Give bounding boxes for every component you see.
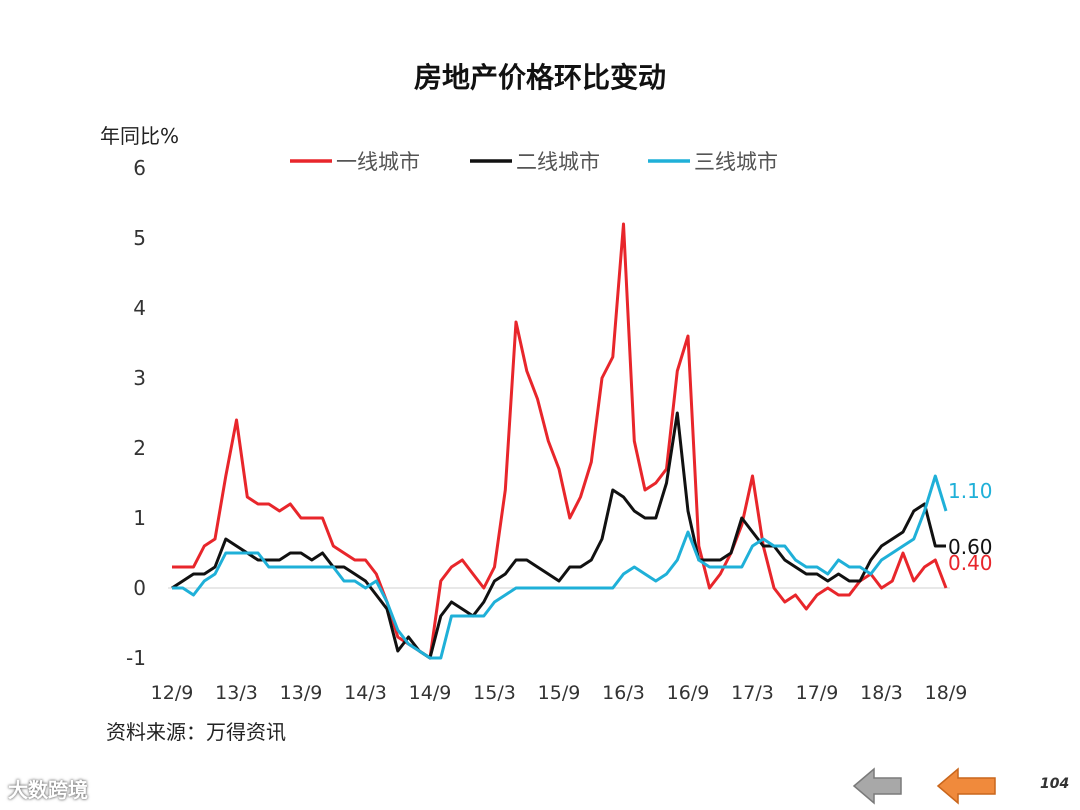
x-tick-label: 18/9	[925, 682, 968, 704]
page-number: 104	[1040, 776, 1070, 792]
previous-slide-button[interactable]	[852, 766, 904, 806]
x-tick-label: 16/3	[602, 682, 645, 704]
left-arrow-icon	[936, 767, 996, 805]
x-tick-label: 17/9	[796, 682, 839, 704]
y-tick-label: 0	[133, 576, 146, 600]
y-tick-label: -1	[126, 646, 146, 670]
y-tick-label: 6	[133, 156, 146, 180]
chart-title: 房地产价格环比变动	[413, 61, 666, 94]
x-tick-label: 18/3	[860, 682, 903, 704]
x-tick-label: 15/3	[473, 682, 516, 704]
y-tick-label: 1	[133, 506, 146, 530]
source-note: 资料来源：万得资讯	[106, 720, 286, 744]
legend-label: 三线城市	[694, 150, 778, 174]
series-end-label: 1.10	[948, 479, 993, 503]
legend-label: 二线城市	[516, 150, 600, 174]
x-tick-label: 13/3	[215, 682, 258, 704]
x-tick-label: 15/9	[538, 682, 581, 704]
series-end-label: 0.60	[948, 535, 993, 559]
y-axis-unit-label: 年同比%	[100, 124, 180, 148]
x-tick-label: 17/3	[731, 682, 774, 704]
watermark-text: 大数跨境	[8, 778, 88, 802]
series-end-label: 0.40	[948, 551, 993, 575]
x-tick-label: 16/9	[667, 682, 710, 704]
series-line	[171, 411, 946, 660]
y-tick-label: 2	[133, 436, 146, 460]
y-tick-label: 5	[133, 226, 146, 250]
next-slide-button[interactable]	[936, 766, 998, 806]
x-tick-label: 13/9	[280, 682, 323, 704]
legend-label: 一线城市	[336, 150, 420, 174]
series-line	[172, 474, 948, 660]
x-tick-label: 14/3	[344, 682, 387, 704]
series-line	[172, 222, 948, 660]
x-tick-label: 12/9	[151, 682, 194, 704]
y-tick-label: 3	[133, 366, 146, 390]
x-tick-label: 14/9	[409, 682, 452, 704]
y-tick-label: 4	[133, 296, 146, 320]
left-arrow-icon	[852, 767, 902, 805]
